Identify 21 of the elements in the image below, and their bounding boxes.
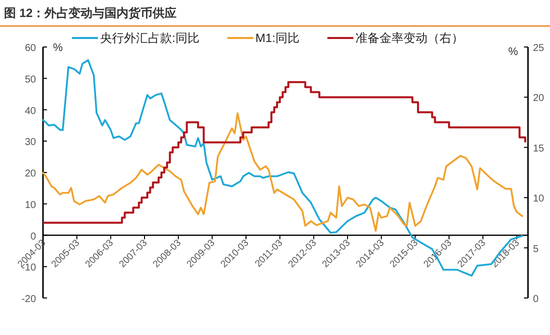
y2-tick-label: 20 bbox=[533, 93, 545, 104]
y2-axis-title: % bbox=[508, 46, 518, 58]
chart-title: 图 12：外占变动与国内货币供应 bbox=[4, 6, 177, 20]
y-tick-label: -20 bbox=[22, 294, 36, 305]
y-tick-label: 0 bbox=[30, 231, 36, 242]
line-series bbox=[42, 112, 524, 232]
legend-label: M1:同比 bbox=[255, 31, 300, 45]
y-tick-label: 30 bbox=[24, 137, 36, 148]
y2-tick-label: 5 bbox=[533, 244, 539, 255]
y2-tick-label: 25 bbox=[533, 43, 545, 54]
y2-tick-label: 0 bbox=[533, 294, 539, 305]
y2-tick-label: 10 bbox=[533, 194, 545, 205]
y-tick-label: 10 bbox=[24, 200, 36, 211]
y-axis-title: % bbox=[53, 42, 63, 54]
y-tick-label: 50 bbox=[24, 74, 36, 86]
y-tick-label: 60 bbox=[24, 43, 36, 54]
y-tick-label: 20 bbox=[24, 168, 36, 180]
y-tick-label: 40 bbox=[24, 106, 36, 117]
y2-tick-label: 15 bbox=[533, 143, 545, 154]
legend-label: 准备金率变动（右） bbox=[355, 31, 464, 45]
legend-label: 央行外汇占款:同比 bbox=[100, 31, 200, 45]
